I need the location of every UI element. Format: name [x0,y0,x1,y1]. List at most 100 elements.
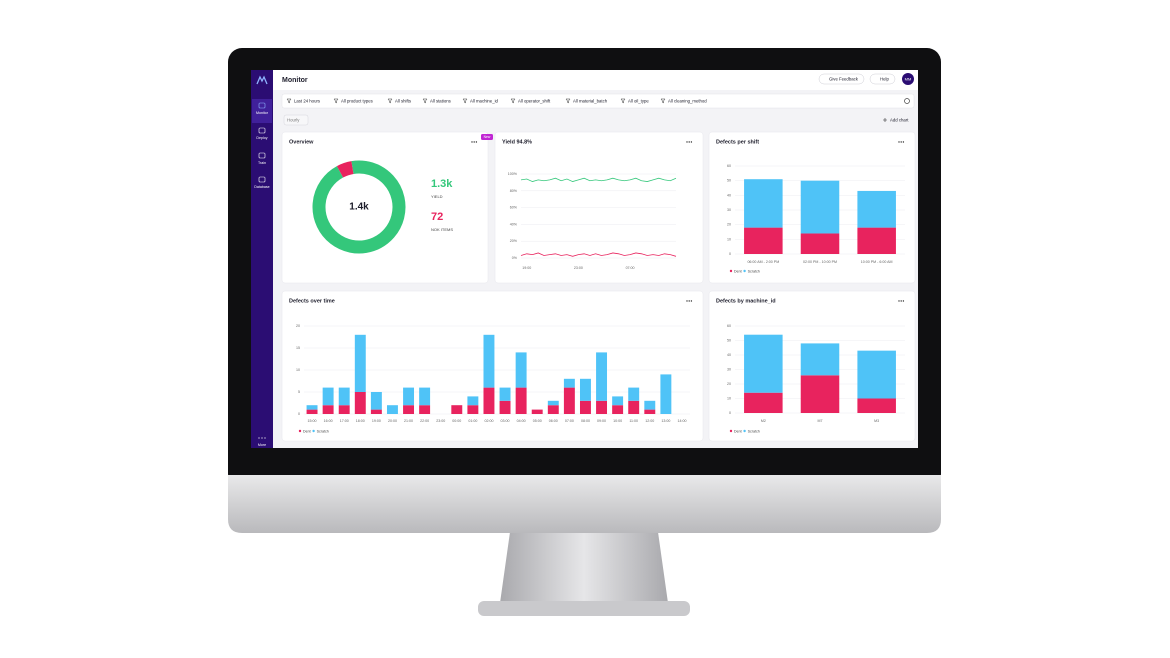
nav-label[interactable]: Monitor [256,111,269,115]
legend-swatch [729,429,733,433]
menu-dot[interactable] [688,300,690,302]
bar-segment [483,334,495,388]
nav-label[interactable]: More [258,443,266,447]
x-tick-label: 02:00 [484,419,493,423]
donut-segment [312,160,406,254]
y-tick-label: 30 [727,367,731,371]
y-tick-label: 20 [727,382,731,386]
more-dot[interactable] [258,437,260,439]
add-icon[interactable] [883,118,887,122]
nav-icon[interactable] [258,127,266,134]
bar-segment [563,387,575,414]
nav-icon[interactable] [258,102,266,109]
nav-label[interactable]: Train [258,161,266,165]
avatar[interactable] [902,73,914,85]
menu-dot[interactable] [475,141,478,143]
y-tick-label: 20 [296,324,300,328]
x-tick-label: 03:00 [501,419,510,423]
bar-segment [531,409,543,414]
menu-dot[interactable] [902,141,905,143]
x-tick-label: 15:00 [308,419,317,423]
avatar-initials[interactable]: MM [905,76,912,81]
menu-dot[interactable] [898,141,900,143]
filter-label[interactable]: All material_batch [573,98,608,103]
help-button[interactable] [869,73,896,85]
legend-swatch [743,429,746,433]
filter-icon[interactable] [422,98,428,104]
x-tick-label: 22:00 [420,419,429,423]
menu-dot[interactable] [898,300,900,302]
menu-dot[interactable] [473,141,475,143]
feedback-label[interactable]: Give Feedback [829,76,859,81]
bar-segment [467,405,479,414]
menu-dot[interactable] [688,141,690,143]
menu-dot[interactable] [690,300,693,302]
filter-icon[interactable] [462,98,468,104]
filter-label[interactable]: All product types [341,98,373,103]
filter-label[interactable]: All stations [430,98,451,103]
card-title: Overview [289,139,314,145]
x-tick-label: 08:00 [581,419,590,423]
filter-label[interactable]: All oil_type [628,98,649,103]
more-dot[interactable] [261,437,263,439]
filter-label[interactable]: All shifts [395,98,411,103]
filter-icon[interactable] [565,98,571,104]
filter-icon[interactable] [333,98,339,104]
menu-dot[interactable] [900,141,902,143]
bar-segment [744,392,783,413]
legend-label: Scratch [317,429,329,433]
add-chart[interactable]: Add chart [890,117,909,122]
filter-label[interactable]: All cleaning_method [668,98,707,103]
help-label[interactable]: Help [880,76,889,81]
filter-label[interactable]: All operator_shift [518,98,551,103]
donut-center: 1.4k [349,202,369,213]
badge-label: New [484,135,491,139]
menu-dot[interactable] [686,141,688,143]
x-tick-label: 10:00 PM - 6:00 AM [861,260,893,264]
bar-segment [515,387,527,414]
y-tick-label: 60 [727,324,731,328]
refresh-icon[interactable] [904,98,910,104]
kpi-label: NOK ITEMS [431,227,453,232]
y-tick-label: 0 [729,411,731,415]
menu-dot[interactable] [900,300,902,302]
interval-select[interactable] [283,114,309,126]
x-tick-label: 13:00 [661,419,670,423]
filter-label[interactable]: Last 24 hours [294,98,320,103]
x-tick-label: 19:00 [372,419,381,423]
bar-segment [499,400,511,414]
x-tick-label: 00:00 [452,419,461,423]
filter-icon[interactable] [660,98,666,104]
filter-icon[interactable] [387,98,393,104]
bar-segment [306,409,318,414]
menu-dot[interactable] [690,141,693,143]
card-title: Yield 94.8% [502,139,532,145]
x-tick-label: 11:00 [629,419,638,423]
nav-icon[interactable] [258,152,266,159]
bar-segment [354,392,366,414]
y-tick-label: 0 [729,252,731,256]
menu-dot[interactable] [471,141,473,143]
legend-swatch [743,269,746,273]
x-tick-label: 12:00 [645,419,654,423]
filter-icon[interactable] [510,98,516,104]
filter-label[interactable]: All machine_id [470,98,499,103]
menu-dot[interactable] [686,300,688,302]
logo[interactable] [256,75,268,85]
bar-segment [644,409,656,414]
nav-icon[interactable] [258,176,266,183]
feedback-button[interactable] [818,73,865,85]
nav-label[interactable]: Database [254,185,269,189]
nav-label[interactable]: Deploy [256,136,267,140]
bar-segment [744,334,783,393]
bar-segment [857,227,896,254]
stand-neck [500,532,668,603]
menu-dot[interactable] [902,300,905,302]
bar-segment [499,387,511,401]
more-dot[interactable] [264,437,266,439]
interval-label[interactable]: Hourly [287,117,300,122]
filter-icon[interactable] [286,98,292,104]
filter-icon[interactable] [620,98,626,104]
bar-segment [338,387,350,406]
